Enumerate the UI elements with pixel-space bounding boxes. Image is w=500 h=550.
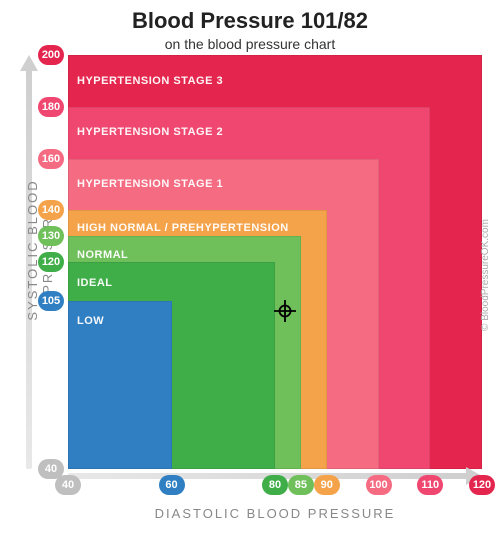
attribution: © BloodPressureOK.com	[480, 175, 491, 375]
y-tick: 120	[38, 252, 64, 272]
zone-label: LOW	[77, 315, 104, 327]
x-tick: 110	[417, 475, 443, 495]
zone-label: HIGH NORMAL / PREHYPERTENSION	[77, 222, 289, 234]
zone-label: HYPERTENSION STAGE 2	[77, 126, 223, 138]
reading-value: 101/82	[301, 8, 368, 33]
subtitle: on the blood pressure chart	[0, 36, 500, 52]
x-axis-label: DIASTOLIC BLOOD PRESSURE	[68, 506, 482, 521]
bp-chart: SYSTOLIC BLOOD PRESSURE HYPERTENSION STA…	[22, 55, 482, 525]
page-title: Blood Pressure 101/82	[0, 8, 500, 34]
zone-label: IDEAL	[77, 277, 113, 289]
y-tick: 180	[38, 97, 64, 117]
title-prefix: Blood Pressure	[132, 8, 301, 33]
zone-label: HYPERTENSION STAGE 3	[77, 75, 223, 87]
y-tick: 140	[38, 200, 64, 220]
plot-area: HYPERTENSION STAGE 3 HYPERTENSION STAGE 2…	[68, 55, 482, 469]
y-tick: 200	[38, 45, 64, 65]
y-tick: 105	[38, 291, 64, 311]
y-tick: 160	[38, 149, 64, 169]
zone-label: NORMAL	[77, 249, 128, 261]
y-tick: 130	[38, 226, 64, 246]
x-tick: 85	[288, 475, 314, 495]
x-tick: 90	[314, 475, 340, 495]
y-axis-label: SYSTOLIC BLOOD PRESSURE	[25, 140, 55, 360]
x-tick: 60	[159, 475, 185, 495]
zone: LOW	[68, 301, 172, 469]
title-block: Blood Pressure 101/82 on the blood press…	[0, 0, 500, 56]
x-tick: 100	[366, 475, 392, 495]
x-tick: 120	[469, 475, 495, 495]
x-tick: 40	[55, 475, 81, 495]
x-tick: 80	[262, 475, 288, 495]
zone-label: HYPERTENSION STAGE 1	[77, 178, 223, 190]
